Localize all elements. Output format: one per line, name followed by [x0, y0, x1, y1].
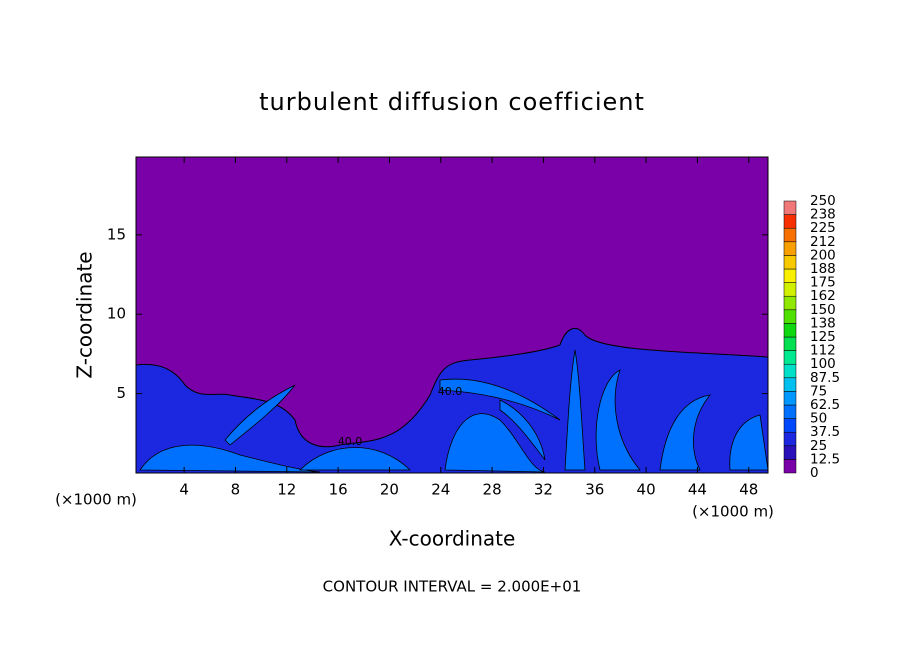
turbulent-eddy [224, 384, 296, 446]
x-tick-label: 24 [431, 481, 450, 499]
x-tick-label: 40 [637, 481, 656, 499]
colorbar-label: 12.5 [810, 451, 840, 467]
colorbar-swatch [783, 241, 797, 256]
colorbar-label: 212 [810, 234, 836, 250]
turbulent-eddy [659, 394, 711, 471]
colorbar-label: 0 [810, 465, 819, 481]
colorbar-swatch [783, 404, 797, 419]
x-unit-label: (×1000 m) [55, 491, 137, 509]
turbulent-eddy [444, 413, 546, 473]
colorbar-swatch [783, 363, 797, 379]
plot-frame [135, 156, 769, 474]
colorbar-swatch [783, 323, 797, 338]
turbulent-eddy [299, 447, 411, 471]
colorbar-swatch [783, 445, 797, 460]
colorbar-label: 175 [810, 275, 836, 291]
colorbar-label: 112 [810, 343, 836, 359]
colorbar-label: 225 [810, 220, 836, 236]
colorbar-label: 100 [810, 356, 836, 372]
colorbar-swatch [783, 268, 797, 283]
colorbar-label: 162 [810, 288, 836, 304]
colorbar-label: 50 [810, 411, 827, 427]
contour-label: 40.0 [438, 385, 463, 398]
x-unit-label: (×1000 m) [692, 503, 774, 521]
chart-title: turbulent diffusion coefficient [259, 88, 645, 116]
x-tick-label: 32 [534, 481, 553, 499]
colorbar-label: 138 [810, 315, 836, 331]
x-tick-label: 16 [329, 481, 348, 499]
colorbar-swatch [783, 377, 797, 392]
colorbar-label: 75 [810, 383, 827, 399]
turbulent-eddy [729, 414, 768, 471]
colorbar-swatch [783, 336, 797, 351]
colorbar-swatch [783, 309, 797, 324]
y-tick-label: 10 [107, 305, 126, 323]
colorbar-label: 37.5 [810, 424, 840, 440]
colorbar-label: 125 [810, 329, 836, 345]
x-tick-label: 28 [483, 481, 502, 499]
turbulent-eddy [439, 378, 561, 421]
x-tick-label: 4 [179, 481, 189, 499]
colorbar-swatch [783, 227, 797, 243]
colorbar-swatch [783, 295, 797, 311]
footer-note: CONTOUR INTERVAL = 2.000E+01 [323, 578, 582, 596]
colorbar-swatch [783, 350, 797, 365]
x-axis-label: X-coordinate [389, 527, 516, 551]
contour-label: 40.0 [338, 435, 363, 448]
colorbar-label: 238 [810, 207, 836, 223]
x-tick-label: 8 [231, 481, 241, 499]
colorbar-label: 150 [810, 302, 836, 318]
y-tick-label: 15 [107, 225, 126, 243]
colorbar-swatch [783, 282, 797, 297]
x-tick-label: 20 [380, 481, 399, 499]
x-tick-label: 36 [585, 481, 604, 499]
colorbar-swatch [783, 459, 797, 474]
colorbar-label: 87.5 [810, 370, 840, 386]
colorbar-swatch [783, 214, 797, 229]
turbulent-eddy [499, 399, 546, 461]
colorbar-label: 25 [810, 438, 827, 454]
y-tick-label: 5 [116, 384, 126, 402]
x-tick-label: 12 [277, 481, 296, 499]
colorbar-swatch [783, 255, 797, 270]
colorbar-swatch [783, 431, 797, 447]
colorbar-label: 188 [810, 261, 836, 277]
colorbar-swatch [783, 391, 797, 406]
turbulent-eddy [595, 369, 641, 471]
field: 40.0 40.0 [136, 157, 768, 473]
x-tick-label: 44 [688, 481, 707, 499]
x-tick-label: 48 [739, 481, 758, 499]
colorbar-label: 200 [810, 247, 836, 263]
colorbar-swatch [783, 200, 797, 215]
colorbar-swatch [783, 418, 797, 433]
turbulent-eddy [564, 349, 586, 471]
y-axis-label: Z-coordinate [73, 251, 97, 378]
colorbar-label: 62.5 [810, 397, 840, 413]
colorbar-label: 250 [810, 193, 836, 209]
